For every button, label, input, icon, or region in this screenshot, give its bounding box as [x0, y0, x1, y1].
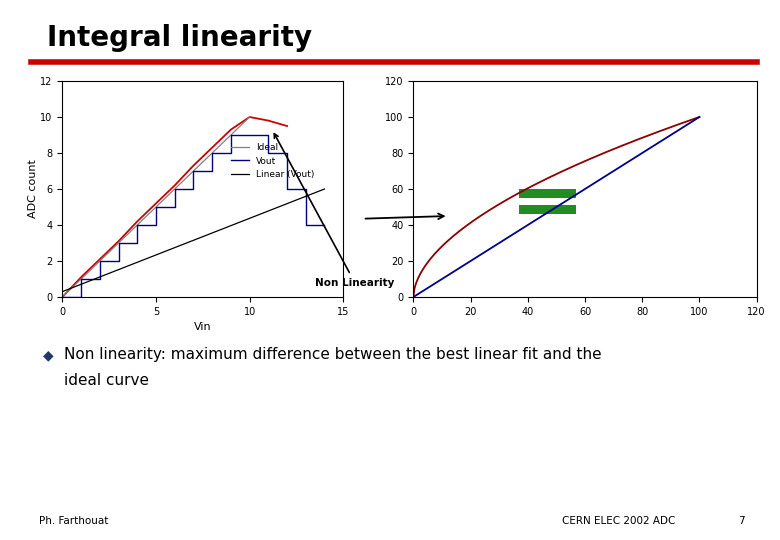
Vout — [114, 258, 123, 264]
Bar — [519, 205, 576, 214]
Text: Non Linearity: Non Linearity — [275, 134, 395, 288]
Vout — [189, 186, 198, 192]
X-axis label: Vin: Vin — [194, 322, 211, 332]
Text: Integral linearity: Integral linearity — [47, 24, 312, 52]
Text: ideal curve: ideal curve — [64, 373, 149, 388]
Vout — [264, 132, 273, 138]
Legend: Ideal, Vout, Linear (Vout): Ideal, Vout, Linear (Vout) — [227, 139, 317, 183]
Vout — [245, 132, 254, 138]
Vout — [189, 168, 198, 174]
Vout — [207, 168, 217, 174]
Vout — [282, 150, 292, 156]
Vout — [151, 204, 161, 210]
Text: Non linearity: maximum difference between the best linear fit and the: Non linearity: maximum difference betwee… — [64, 347, 601, 362]
Vout — [245, 132, 254, 138]
Vout — [282, 186, 292, 192]
Vout — [151, 222, 161, 228]
Vout — [95, 276, 105, 282]
Vout — [301, 222, 310, 228]
Vout — [133, 222, 142, 228]
Vout — [114, 240, 123, 246]
Vout — [95, 258, 105, 264]
Vout — [170, 186, 179, 192]
Text: CERN ELEC 2002 ADC: CERN ELEC 2002 ADC — [562, 516, 675, 526]
Vout — [207, 150, 217, 156]
Vout — [264, 150, 273, 156]
Vout — [76, 276, 86, 282]
Text: 7: 7 — [739, 516, 745, 526]
Vout — [301, 186, 310, 192]
Vout — [170, 204, 179, 210]
Text: ◆: ◆ — [43, 348, 54, 362]
Vout — [76, 294, 86, 300]
Bar — [519, 189, 576, 198]
Vout — [320, 222, 329, 228]
Vout — [133, 240, 142, 246]
Line: Vout: Vout — [62, 135, 324, 297]
Vout — [226, 132, 236, 138]
Text: Ph. Farthouat: Ph. Farthouat — [39, 516, 108, 526]
Y-axis label: ADC count: ADC count — [27, 159, 37, 219]
Vout — [226, 150, 236, 156]
Vout — [58, 294, 67, 300]
